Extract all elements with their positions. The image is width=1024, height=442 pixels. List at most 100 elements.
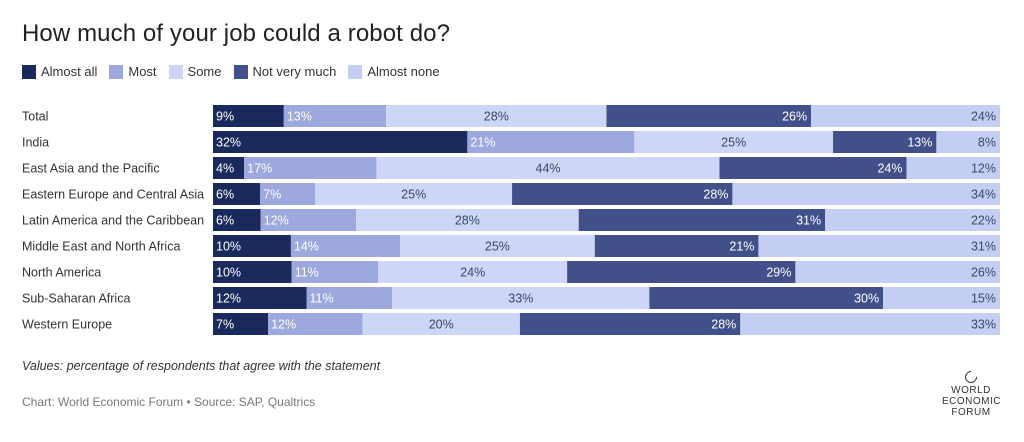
legend-label-not-very-much: Not very much [252, 64, 337, 79]
bar-india-most [467, 131, 635, 153]
value-label-latin-america-and-the-caribbean-most: 12% [264, 214, 289, 228]
wef-logo-icon [962, 368, 980, 386]
bar-middle-east-and-north-africa-almost-none [758, 235, 1000, 257]
logo-line-3: FORUM [951, 407, 991, 418]
legend-item-some: Some [168, 64, 222, 79]
value-label-eastern-europe-and-central-asia-not-very-much: 28% [703, 188, 728, 202]
value-label-eastern-europe-and-central-asia-almost-all: 6% [216, 188, 234, 202]
value-label-sub-saharan-africa-some: 33% [508, 292, 533, 306]
value-label-latin-america-and-the-caribbean-almost-all: 6% [216, 214, 234, 228]
bar-eastern-europe-and-central-asia-some [315, 183, 513, 205]
bar-western-europe-almost-all [213, 313, 269, 335]
value-label-east-asia-and-the-pacific-almost-all: 4% [216, 162, 234, 176]
value-label-india-not-very-much: 13% [907, 136, 932, 150]
value-label-east-asia-and-the-pacific-almost-none: 12% [971, 162, 996, 176]
value-label-india-almost-none: 8% [978, 136, 996, 150]
stacked-bar-chart: Total 9% 13% 28% 26% 24% India 32% 21% 25% 13% 8% Ea… [22, 105, 1000, 335]
value-label-latin-america-and-the-caribbean-some: 28% [455, 214, 480, 228]
bar-latin-america-and-the-caribbean-not-very-much [578, 209, 826, 231]
bar-middle-east-and-north-africa-most [290, 235, 401, 257]
legend-label-most: Most [128, 64, 157, 79]
bar-eastern-europe-and-central-asia-most [260, 183, 316, 205]
bar-sub-saharan-africa-most [306, 287, 393, 309]
value-label-north-america-most: 11% [295, 266, 319, 280]
logo-line-1: WORLD [951, 385, 991, 396]
value-label-east-asia-and-the-pacific-not-very-much: 24% [877, 162, 902, 176]
category-label-western-europe: Western Europe [22, 318, 112, 332]
bar-latin-america-and-the-caribbean-some [356, 209, 579, 231]
legend-item-most: Most [109, 64, 157, 79]
value-label-eastern-europe-and-central-asia-almost-none: 34% [971, 188, 996, 202]
chart-credit: Chart: World Economic Forum • Source: SA… [22, 395, 316, 409]
value-label-total-almost-all: 9% [216, 110, 234, 124]
value-label-north-america-some: 24% [460, 266, 485, 280]
value-label-total-not-very-much: 26% [782, 110, 807, 124]
bar-sub-saharan-africa-almost-none [883, 287, 1000, 309]
bar-latin-america-and-the-caribbean-almost-none [825, 209, 1000, 231]
chart-title: How much of your job could a robot do? [22, 20, 451, 47]
legend-label-almost-all: Almost all [41, 64, 98, 79]
bar-western-europe-not-very-much [519, 313, 741, 335]
bar-sub-saharan-africa-some [392, 287, 650, 309]
value-label-total-some: 28% [484, 110, 509, 124]
bar-latin-america-and-the-caribbean-most [260, 209, 357, 231]
bar-latin-america-and-the-caribbean-almost-all [213, 209, 261, 231]
bar-middle-east-and-north-africa-some [400, 235, 595, 257]
bar-western-europe-some [362, 313, 520, 335]
value-label-eastern-europe-and-central-asia-some: 25% [401, 188, 426, 202]
value-label-middle-east-and-north-africa-most: 14% [294, 240, 319, 254]
legend-swatch-not-very-much [233, 64, 248, 79]
value-label-eastern-europe-and-central-asia-most: 7% [263, 188, 281, 202]
bar-north-america-some [378, 261, 568, 283]
bar-east-asia-and-the-pacific-some [376, 157, 720, 179]
legend-swatch-almost-all [22, 64, 36, 79]
value-label-sub-saharan-africa-most: 11% [310, 292, 334, 306]
value-label-middle-east-and-north-africa-almost-all: 10% [216, 240, 241, 254]
bar-north-america-most [291, 261, 379, 283]
value-label-latin-america-and-the-caribbean-not-very-much: 31% [796, 214, 821, 228]
bar-total-almost-none [811, 105, 1000, 127]
bar-north-america-almost-all [213, 261, 292, 283]
bar-north-america-almost-none [795, 261, 1000, 283]
legend-item-almost-none: Almost none [348, 64, 440, 79]
bar-eastern-europe-and-central-asia-almost-all [213, 183, 261, 205]
value-label-east-asia-and-the-pacific-most: 17% [247, 162, 272, 176]
bar-sub-saharan-africa-not-very-much [649, 287, 884, 309]
value-label-north-america-not-very-much: 29% [766, 266, 791, 280]
value-label-east-asia-and-the-pacific-some: 44% [536, 162, 561, 176]
value-label-sub-saharan-africa-almost-none: 15% [971, 292, 996, 306]
bar-india-almost-all [213, 131, 468, 153]
category-label-sub-saharan-africa: Sub-Saharan Africa [22, 292, 130, 306]
value-label-sub-saharan-africa-not-very-much: 30% [854, 292, 879, 306]
bar-sub-saharan-africa-almost-all [213, 287, 307, 309]
value-label-western-europe-almost-all: 7% [216, 318, 234, 332]
category-label-total: Total [22, 110, 48, 124]
legend: Almost all Most Some Not very much Almos… [22, 64, 452, 79]
bar-middle-east-and-north-africa-not-very-much [594, 235, 759, 257]
value-label-sub-saharan-africa-almost-all: 12% [216, 292, 241, 306]
bar-india-not-very-much [833, 131, 937, 153]
bar-east-asia-and-the-pacific-almost-all [213, 157, 245, 179]
legend-label-some: Some [187, 64, 222, 79]
bar-total-most [283, 105, 387, 127]
value-label-india-some: 25% [721, 136, 746, 150]
value-label-western-europe-almost-none: 33% [971, 318, 996, 332]
legend-swatch-almost-none [348, 64, 363, 79]
bar-western-europe-most [268, 313, 363, 335]
value-label-india-most: 21% [470, 136, 495, 150]
legend-item-almost-all: Almost all [22, 64, 97, 79]
value-label-north-america-almost-all: 10% [216, 266, 241, 280]
bar-india-almost-none [936, 131, 1000, 153]
chart-note: Values: percentage of respondents that a… [22, 359, 381, 373]
bar-total-almost-all [213, 105, 284, 127]
category-label-middle-east-and-north-africa: Middle East and North Africa [22, 240, 180, 254]
bar-east-asia-and-the-pacific-almost-none [906, 157, 1000, 179]
bar-western-europe-almost-none [740, 313, 1000, 335]
bar-north-america-not-very-much [567, 261, 796, 283]
category-label-north-america: North America [22, 266, 101, 280]
bar-total-not-very-much [606, 105, 812, 127]
bar-east-asia-and-the-pacific-most [244, 157, 377, 179]
bar-eastern-europe-and-central-asia-not-very-much [512, 183, 733, 205]
bar-india-some [634, 131, 834, 153]
bar-total-some [386, 105, 607, 127]
